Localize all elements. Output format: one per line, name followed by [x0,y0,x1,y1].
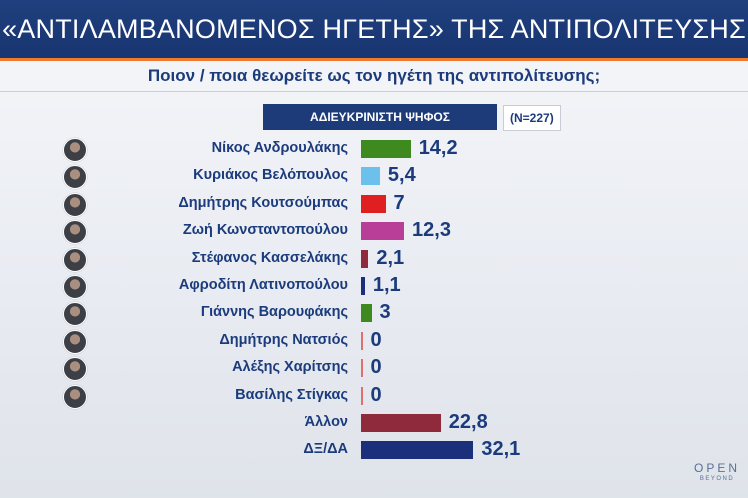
page-title: «ΑΝΤΙΛΑΜΒΑΝΟΜΕΝΟΣ ΗΓΕΤΗΣ» ΤΗΣ ΑΝΤΙΠΟΛΙΤΕ… [0,0,748,61]
category-label: Στέφανος Κασσελάκης [191,249,348,266]
value-label: 32,1 [481,438,521,461]
bar [361,277,365,295]
bar [361,304,372,323]
category-label: Άλλον [304,414,348,430]
bar [361,167,380,186]
avatar [63,384,87,409]
avatar [63,302,87,327]
bar [361,441,474,460]
category-label: Αφροδίτη Λατινοπούλου [178,277,348,293]
bar [361,140,411,158]
category-label: Δημήτρης Νατσιός [219,331,348,348]
bar [361,414,441,432]
bar [361,331,363,350]
category-label: Βασίλης Στίγκας [235,386,348,403]
value-label: 0 [370,383,382,406]
sample-size-badge: (N=227) [503,105,561,131]
value-label: 2,1 [376,246,405,269]
value-label: 7 [393,191,405,214]
avatar [63,220,87,245]
value-label: 3 [379,301,391,324]
survey-question: Ποιον / ποια θεωρείτε ως τον ηγέτη της α… [0,61,748,92]
logo-text: OPEN [694,461,741,475]
avatar [63,329,87,354]
legend-label: ΑΔΙΕΥΚΡΙΝΙΣΤΗ ΨΗΦΟΣ [263,104,497,130]
channel-logo: OPEN BEYOND [694,461,740,482]
bar [361,249,369,268]
logo-tagline: BEYOND [699,476,735,482]
avatar [63,192,87,217]
category-label: Ζωή Κωνσταντοπούλου [182,222,348,239]
value-label: 5,4 [387,164,416,187]
avatar [63,247,87,272]
bar [361,194,386,213]
bar [361,386,363,405]
category-label: Νίκος Ανδρουλάκης [211,140,348,156]
value-label: 0 [370,328,382,351]
avatar [63,275,87,299]
bar [361,222,405,241]
value-label: 22,8 [448,411,488,433]
category-label: Δημήτρης Κουτσούμπας [178,194,348,211]
avatar [63,138,87,162]
value-label: 0 [370,356,382,379]
avatar [63,165,87,190]
category-label: ΔΞ/ΔΑ [303,441,348,458]
value-label: 14,2 [418,137,458,159]
category-label: Γιάννης Βαρουφάκης [200,304,348,321]
value-label: 1,1 [372,274,401,296]
category-label: Κυριάκος Βελόπουλος [193,167,348,184]
category-label: Αλέξης Χαρίτσης [232,359,348,376]
bar [361,359,363,378]
value-label: 12,3 [412,219,451,242]
avatar [63,357,87,382]
